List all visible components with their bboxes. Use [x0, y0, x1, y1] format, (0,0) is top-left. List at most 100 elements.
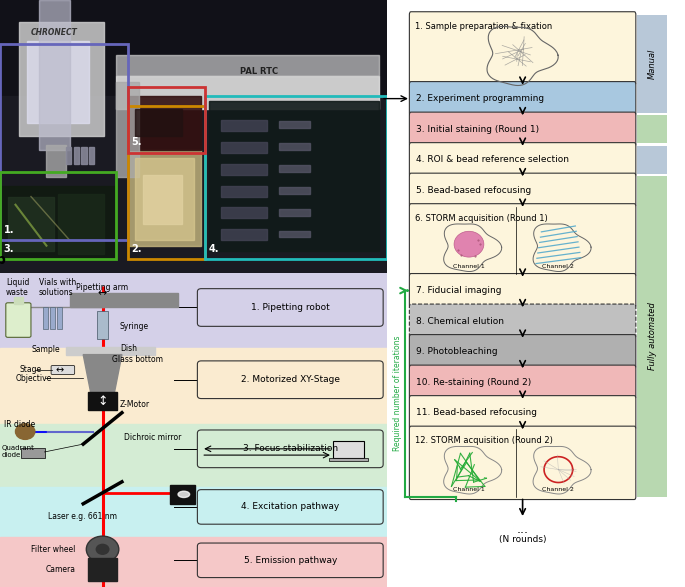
Text: 4. Excitation pathway: 4. Excitation pathway: [241, 502, 339, 511]
Bar: [56, 308, 62, 329]
FancyBboxPatch shape: [197, 490, 383, 524]
Bar: [82, 147, 87, 164]
FancyBboxPatch shape: [410, 143, 636, 177]
Text: Manual: Manual: [648, 49, 657, 79]
Bar: [221, 207, 267, 218]
Text: 1.: 1.: [4, 225, 14, 235]
Bar: [116, 82, 139, 177]
Bar: [637, 15, 667, 113]
Text: Objective: Objective: [16, 374, 52, 383]
Bar: [279, 122, 310, 129]
Text: 3. Focus stabilization: 3. Focus stabilization: [242, 444, 338, 453]
Text: (N rounds): (N rounds): [499, 535, 547, 544]
Bar: [221, 230, 267, 240]
Bar: [58, 194, 105, 254]
Text: 5. Emission pathway: 5. Emission pathway: [244, 556, 337, 565]
Text: Syringe: Syringe: [120, 322, 149, 331]
Bar: [171, 485, 195, 504]
Bar: [0, 424, 387, 487]
Text: 12. STORM acquisition (Round 2): 12. STORM acquisition (Round 2): [415, 436, 553, 445]
Text: ↔: ↔: [98, 288, 108, 298]
Text: Dish: Dish: [120, 344, 137, 353]
Text: 9. Photobleaching: 9. Photobleaching: [416, 347, 498, 356]
Text: Dichroic mirror: Dichroic mirror: [124, 433, 182, 443]
Text: CHRONECT: CHRONECT: [31, 29, 78, 38]
Text: ↔: ↔: [56, 365, 64, 375]
Polygon shape: [83, 355, 122, 394]
FancyBboxPatch shape: [410, 112, 636, 146]
Bar: [0, 185, 116, 259]
Bar: [209, 101, 379, 251]
Text: Stage: Stage: [19, 366, 42, 375]
Text: Pipetting arm: Pipetting arm: [77, 282, 129, 292]
Bar: [88, 558, 117, 581]
Bar: [38, 0, 70, 150]
Text: 3.: 3.: [4, 244, 14, 254]
Ellipse shape: [454, 231, 484, 257]
Bar: [127, 106, 205, 259]
Bar: [205, 96, 387, 259]
Text: 7. Fiducial imaging: 7. Fiducial imaging: [416, 286, 501, 295]
FancyBboxPatch shape: [410, 82, 636, 116]
FancyBboxPatch shape: [410, 426, 636, 500]
Bar: [66, 147, 71, 164]
Text: PAL RTC: PAL RTC: [240, 67, 278, 76]
Text: Z-Motor: Z-Motor: [120, 400, 150, 409]
Text: Camera: Camera: [45, 565, 75, 574]
Text: Channel 2: Channel 2: [543, 264, 574, 269]
FancyBboxPatch shape: [5, 303, 31, 338]
Text: Liquid
waste: Liquid waste: [5, 278, 29, 297]
Text: 6. STORM acquisition (Round 1): 6. STORM acquisition (Round 1): [415, 214, 548, 222]
Text: 1. Pipetting robot: 1. Pipetting robot: [251, 303, 329, 312]
Text: Vials with
solutions: Vials with solutions: [38, 278, 76, 297]
Bar: [221, 164, 267, 175]
Text: Quadrant
diode: Quadrant diode: [2, 446, 35, 458]
Text: Filter wheel: Filter wheel: [31, 545, 75, 554]
Text: 4.: 4.: [209, 244, 219, 254]
Bar: [279, 143, 310, 150]
Ellipse shape: [178, 491, 190, 498]
FancyBboxPatch shape: [410, 396, 636, 430]
Circle shape: [16, 424, 35, 440]
Bar: [136, 109, 182, 136]
Circle shape: [96, 544, 110, 555]
Bar: [97, 311, 108, 339]
Bar: [8, 197, 54, 251]
Bar: [221, 142, 267, 153]
Bar: [333, 441, 364, 458]
Bar: [0, 537, 387, 587]
FancyBboxPatch shape: [410, 204, 636, 277]
Text: Sample: Sample: [32, 345, 60, 355]
Bar: [127, 87, 205, 153]
Bar: [279, 165, 310, 172]
Bar: [88, 392, 117, 410]
Text: 5. Bead-based refocusing: 5. Bead-based refocusing: [416, 185, 532, 195]
Bar: [0, 348, 387, 424]
Text: Glass bottom: Glass bottom: [112, 355, 163, 364]
Text: b: b: [0, 252, 6, 266]
Bar: [0, 172, 116, 259]
Text: 8. Chemical elution: 8. Chemical elution: [416, 316, 504, 326]
Text: Laser e.g. 661 nm: Laser e.g. 661 nm: [49, 512, 117, 521]
Text: Required number of iterations: Required number of iterations: [393, 336, 402, 451]
FancyBboxPatch shape: [197, 543, 383, 578]
Bar: [637, 146, 667, 174]
FancyBboxPatch shape: [410, 274, 636, 308]
Bar: [143, 175, 182, 224]
Text: Channel 2: Channel 2: [543, 487, 574, 492]
Bar: [136, 158, 193, 240]
FancyBboxPatch shape: [410, 173, 636, 207]
Bar: [221, 185, 267, 197]
Bar: [221, 120, 267, 131]
Text: 11. Bead-based refocusing: 11. Bead-based refocusing: [416, 408, 537, 417]
Text: 3. Initial staining (Round 1): 3. Initial staining (Round 1): [416, 124, 539, 134]
Bar: [0, 0, 387, 96]
Bar: [66, 347, 155, 355]
Text: 2. Motorized XY-Stage: 2. Motorized XY-Stage: [240, 375, 340, 384]
Circle shape: [86, 536, 119, 562]
FancyBboxPatch shape: [410, 12, 636, 85]
FancyBboxPatch shape: [51, 366, 75, 375]
Bar: [0, 43, 127, 240]
Bar: [73, 147, 79, 164]
Text: Channel 1: Channel 1: [453, 264, 485, 269]
